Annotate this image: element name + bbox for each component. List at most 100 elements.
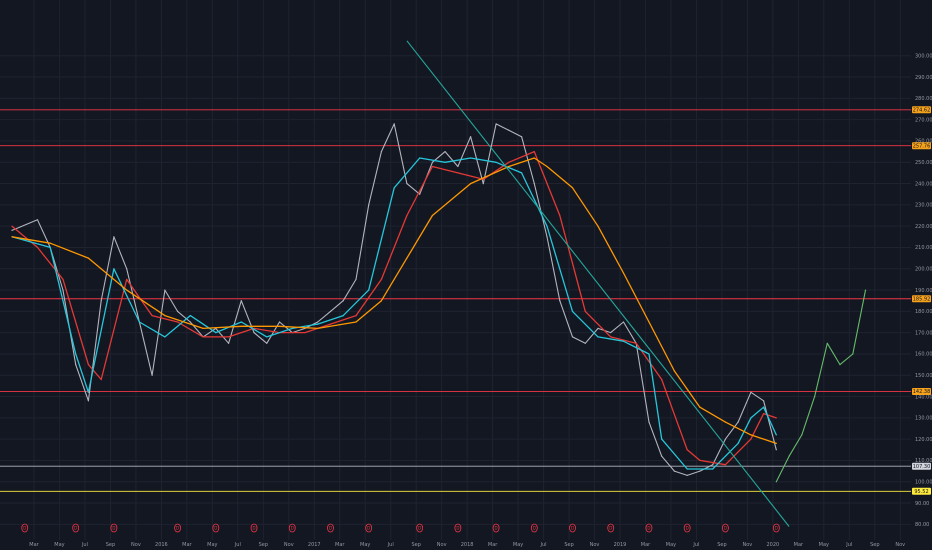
series-point: [648, 421, 650, 423]
series-point: [87, 391, 89, 393]
x-tick-label: Mar: [29, 542, 39, 548]
series-point: [62, 289, 64, 291]
x-tick-label: Sep: [259, 542, 268, 548]
series-point: [164, 336, 166, 338]
dividend-marker[interactable]: D: [492, 523, 500, 533]
series-point: [317, 321, 319, 323]
series-point: [126, 278, 128, 280]
dividend-marker-label: D: [214, 526, 217, 531]
dividend-marker[interactable]: D: [721, 523, 729, 533]
series-point: [419, 193, 421, 195]
dividend-marker[interactable]: D: [365, 523, 373, 533]
dividend-marker-label: D: [609, 526, 612, 531]
x-tick-label: May: [513, 542, 523, 548]
series-point: [584, 310, 586, 312]
series-point: [482, 178, 484, 180]
dividend-marker[interactable]: D: [21, 523, 29, 533]
x-tick-label: 2016: [155, 542, 168, 548]
series-point: [533, 183, 535, 185]
y-tick-label: 250.00: [915, 160, 932, 166]
series-point: [342, 300, 344, 302]
series-line-4: [11, 157, 777, 445]
price-level-badge: [912, 142, 931, 150]
dividend-marker[interactable]: D: [416, 523, 424, 533]
series-point: [406, 183, 408, 185]
price-axis-panel[interactable]: [911, 0, 932, 540]
series-point: [559, 214, 561, 217]
dividend-marker[interactable]: D: [607, 523, 615, 533]
dividend-marker[interactable]: D: [174, 523, 182, 533]
series-point: [724, 438, 727, 440]
series-point: [215, 332, 217, 334]
series-point: [648, 321, 650, 323]
dividend-marker-ring: [416, 523, 424, 533]
series-point: [661, 455, 663, 457]
dividend-marker[interactable]: D: [454, 523, 462, 533]
series-point: [291, 327, 293, 329]
dividend-marker-ring: [569, 523, 576, 533]
series-point: [712, 468, 714, 470]
series-point: [431, 165, 433, 168]
series-point: [75, 364, 77, 366]
dividend-marker[interactable]: D: [530, 523, 538, 533]
series-point: [11, 236, 13, 238]
trendline[interactable]: [406, 40, 790, 527]
series-point: [470, 183, 472, 185]
series-point: [113, 236, 115, 238]
dividend-marker[interactable]: D: [250, 523, 258, 533]
y-tick-label: 220.00: [915, 224, 932, 230]
series-point: [673, 470, 676, 472]
series-point: [317, 327, 319, 329]
y-tick-label: 200.00: [915, 266, 932, 272]
series-point: [278, 325, 281, 327]
series-point: [750, 434, 752, 436]
x-tick-label: 2017: [308, 542, 321, 548]
series-line-0: [11, 123, 777, 476]
dividend-marker[interactable]: D: [772, 523, 780, 533]
series-point: [775, 417, 777, 419]
series-point: [202, 327, 204, 329]
dividend-marker[interactable]: D: [645, 523, 653, 533]
horizontal-price-levels[interactable]: [0, 109, 911, 492]
series-point: [724, 464, 727, 466]
series-point: [673, 370, 676, 372]
series-point: [788, 455, 790, 457]
x-tick-label: Jul: [845, 542, 852, 548]
dividend-marker-ring: [454, 523, 462, 533]
x-tick-label: May: [819, 542, 829, 548]
x-tick-label: Sep: [564, 542, 573, 548]
dividend-marker[interactable]: D: [327, 523, 334, 533]
dividend-marker[interactable]: D: [288, 523, 296, 533]
dividend-marker-ring: [683, 523, 691, 533]
series-point: [763, 413, 765, 415]
dividend-marker[interactable]: D: [212, 523, 220, 533]
dividend-marker[interactable]: D: [72, 523, 80, 533]
price-axis: 80.00 90.00 100.00 110.00 120.00 130.00 140.00…: [915, 53, 932, 528]
dividend-marker[interactable]: D: [683, 523, 691, 533]
y-tick-label: 210.00: [915, 245, 932, 251]
dividend-marker-ring: [288, 523, 296, 533]
series-point: [126, 289, 128, 291]
series-point: [329, 310, 332, 312]
time-axis-panel[interactable]: [0, 540, 932, 550]
dividend-marker-label: D: [252, 526, 255, 531]
series-point: [775, 481, 777, 483]
series-point: [648, 353, 650, 355]
series-point: [329, 323, 332, 325]
dividend-marker[interactable]: D: [569, 523, 576, 533]
series-point: [737, 421, 739, 423]
series-point: [87, 257, 89, 259]
trendline-segment[interactable]: [406, 40, 790, 527]
dividend-marker[interactable]: D: [110, 523, 118, 533]
price-level-label: 185.92: [913, 296, 931, 302]
series-point: [521, 136, 523, 138]
series-point: [266, 342, 268, 344]
series-point: [686, 468, 688, 470]
series-point: [151, 374, 153, 376]
series-point: [495, 123, 497, 125]
series-point: [508, 165, 510, 168]
dividend-marker-ring: [174, 523, 182, 533]
time-axis: Mar May Jul Sep Nov 2016 Mar May Jul Sep Nov 2017 Ma…: [29, 542, 905, 548]
